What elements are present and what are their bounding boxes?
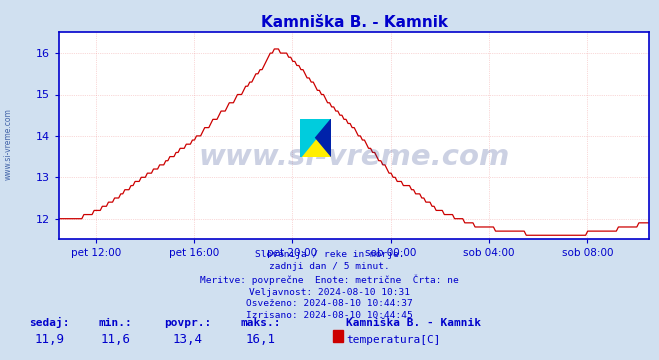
Text: min.:: min.: <box>98 318 132 328</box>
Polygon shape <box>316 119 331 157</box>
Text: sedaj:: sedaj: <box>29 317 70 328</box>
Text: Kamniška B. - Kamnik: Kamniška B. - Kamnik <box>346 318 481 328</box>
Title: Kamniška B. - Kamnik: Kamniška B. - Kamnik <box>261 15 447 30</box>
Text: 13,4: 13,4 <box>173 333 203 346</box>
Text: 11,9: 11,9 <box>34 333 65 346</box>
Text: 16,1: 16,1 <box>245 333 275 346</box>
Text: temperatura[C]: temperatura[C] <box>346 335 440 345</box>
Polygon shape <box>300 119 331 157</box>
Text: www.si-vreme.com: www.si-vreme.com <box>198 143 510 171</box>
Text: 11,6: 11,6 <box>100 333 130 346</box>
Text: maks.:: maks.: <box>240 318 281 328</box>
Polygon shape <box>300 119 331 157</box>
Text: Slovenija / reke in morje.
zadnji dan / 5 minut.
Meritve: povprečne  Enote: metr: Slovenija / reke in morje. zadnji dan / … <box>200 250 459 320</box>
Text: www.si-vreme.com: www.si-vreme.com <box>4 108 13 180</box>
Text: povpr.:: povpr.: <box>164 318 212 328</box>
